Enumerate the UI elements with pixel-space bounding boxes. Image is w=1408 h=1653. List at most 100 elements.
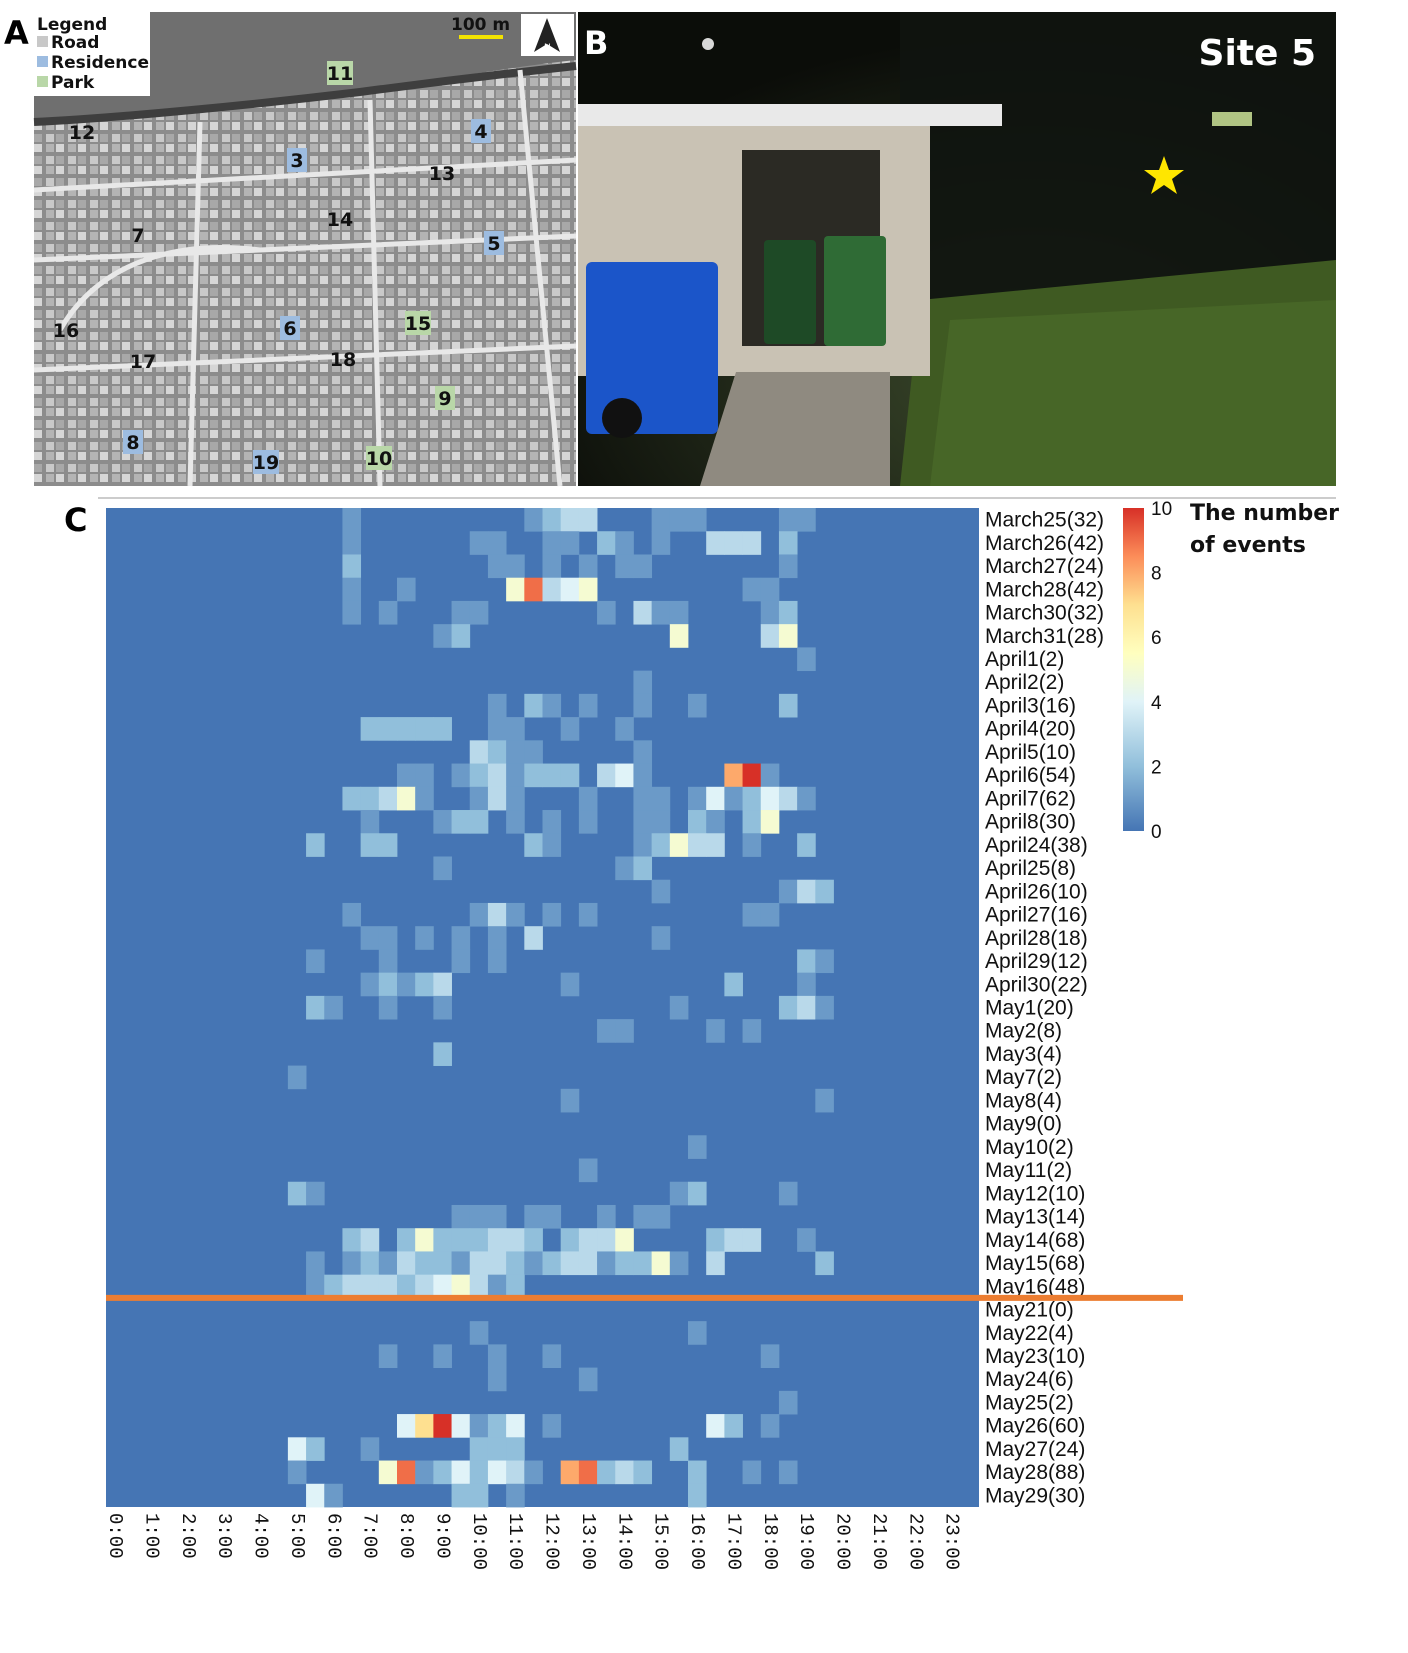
heatmap-cell [669,1437,689,1461]
heatmap-cell [306,1251,325,1276]
colorbar-tick-label: 4 [1151,693,1162,714]
heatmap-cell [651,531,671,555]
heatmap-cell [688,810,707,834]
lawn-light [930,300,1336,486]
heatmap-cell [542,763,562,788]
heatmap-cell [778,1181,798,1206]
heatmap-cells [106,508,979,1508]
heatmap-cell [578,902,598,927]
heatmap-cell [542,1344,562,1368]
heatmap-cell [797,972,816,997]
heatmap-cell [651,508,671,532]
shed-roof [578,104,1002,126]
row-label: May3(4) [985,1043,1062,1066]
row-label: May10(2) [985,1136,1074,1159]
site-marker-bg [123,430,143,454]
heatmap-cell [633,670,653,695]
heatmap-cell [597,1228,616,1252]
heatmap-cell [451,1251,471,1276]
heatmap-cell [742,810,762,834]
row-label: March30(32) [985,602,1104,625]
heatmap-cell [633,1204,653,1229]
heatmap-cell [397,717,416,741]
site-marker-19: 19 [253,452,279,474]
colorbar-title-line-1: The number [1190,501,1339,526]
heatmap-cell [524,763,543,788]
heatmap-cell [651,810,671,834]
heatmap-cell [651,833,671,857]
heatmap-cell [524,693,543,718]
heatmap-cell [797,995,816,1020]
heatmap-cell [506,577,525,602]
heatmap-cell [778,554,798,579]
row-label: May28(88) [985,1461,1085,1484]
heatmap-cell [633,554,653,579]
heatmap-cell [633,810,653,834]
x-tick-label: 0:00 [104,1513,126,1559]
lamp-light [702,38,714,50]
heatmap-cell [597,1019,616,1043]
heatmap-cell [306,1437,325,1461]
heatmap-cell [760,810,780,834]
row-label: May11(2) [985,1159,1072,1182]
heatmap-cell [578,1251,598,1276]
x-tick-label: 3:00 [213,1513,235,1559]
heatmap-cell [524,508,543,532]
heatmap-cell [360,1274,380,1299]
heatmap-cell [742,902,762,927]
heatmap-cell [633,1251,653,1276]
row-label: April30(22) [985,973,1088,996]
heatmap-cell [651,600,671,625]
heatmap-cell [633,833,653,857]
heatmap-cell [397,1274,416,1299]
north-arrow: N [521,14,574,56]
heatmap-cell [760,786,780,811]
heatmap-cell [324,995,343,1020]
heatmap-cell [324,1483,343,1508]
heatmap-cell [578,508,598,532]
heatmap-cell [469,1437,489,1461]
heatmap-cell [451,1414,471,1438]
heatmap-cell [760,577,780,602]
heatmap-cell [597,763,616,788]
heatmap-cell [378,1251,398,1276]
heatmap-cell [378,1460,398,1485]
heatmap-cell [306,1274,325,1299]
legend-swatch-road [37,36,48,47]
heatmap-cell [487,902,507,927]
scale-bar-label: 100 m [451,15,510,35]
heatmap-cell [433,1274,452,1299]
heatmap-cell [597,1204,616,1229]
heatmap-cell [542,693,562,718]
x-tick-label: 6:00 [322,1513,344,1559]
heatmap-cell [287,1065,307,1090]
heatmap-cell [397,1414,416,1438]
panel-b-photo: B Site 5 [578,12,1336,486]
x-tick-label: 15:00 [650,1513,672,1570]
heatmap-cell [797,647,816,672]
heatmap-cell [415,1251,434,1276]
heatmap-cell [524,926,543,950]
heatmap-cell [487,949,507,974]
row-label: May7(2) [985,1066,1062,1089]
heatmap-cell [760,902,780,927]
heatmap-cell [797,1228,816,1252]
site-marker-bg [327,61,353,85]
heatmap-cell [469,1204,489,1229]
row-label: May12(10) [985,1182,1085,1205]
site-markers: 3 4 5 6 7 8 9 10 11 12 13 14 15 16 17 18 19 [53,61,504,474]
heatmap-cell [615,1251,634,1276]
heatmap-cell [306,833,325,857]
site-marker-4: 4 [474,121,487,143]
site-marker-18: 18 [330,349,356,371]
heatmap-cell [760,1414,780,1438]
heatmap-cell [506,740,525,764]
heatmap-cell [542,1251,562,1276]
row-label: April5(10) [985,741,1076,764]
heatmap-cell [469,902,489,927]
trees-background [900,12,1336,312]
row-label: May27(24) [985,1438,1085,1461]
heatmap-cell [742,1460,762,1485]
heatmap-cell [597,600,616,625]
